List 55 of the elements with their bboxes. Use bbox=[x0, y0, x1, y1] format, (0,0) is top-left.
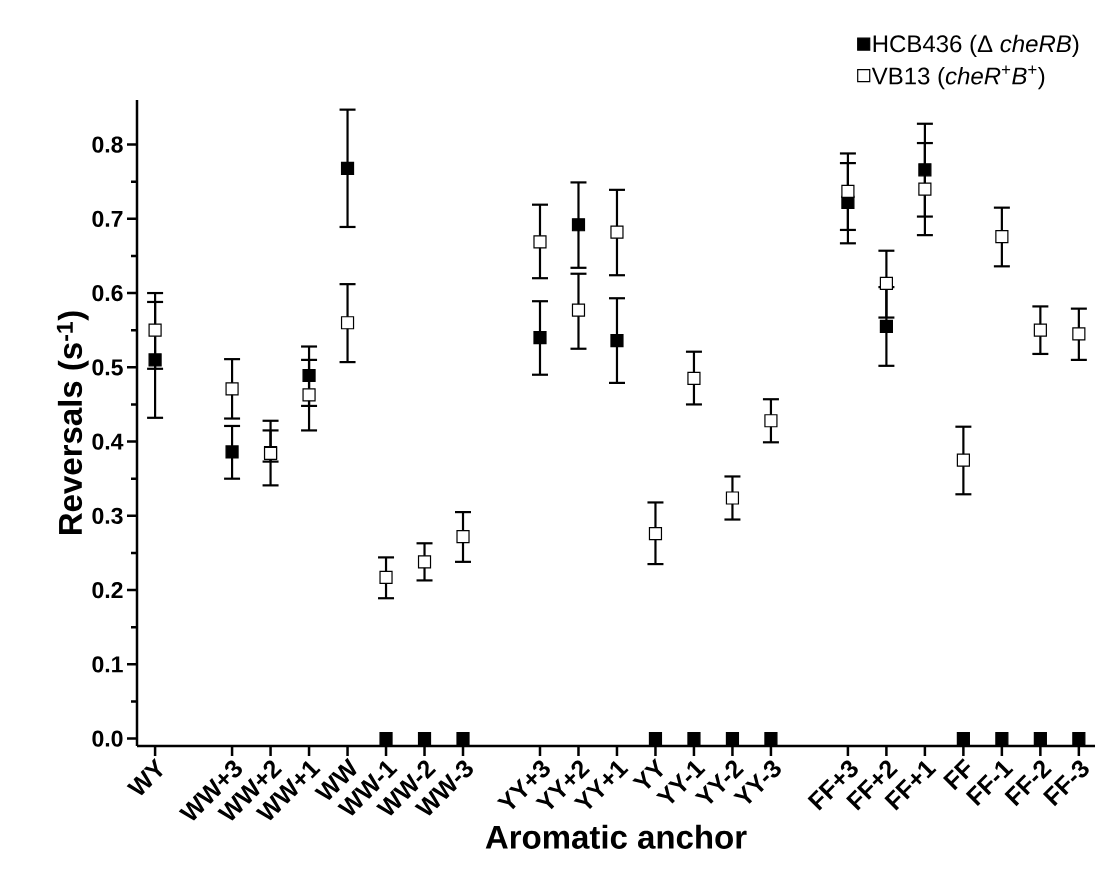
point bbox=[725, 491, 740, 505]
point bbox=[879, 276, 893, 290]
point bbox=[1033, 323, 1047, 337]
point bbox=[687, 371, 701, 386]
legend-label: VB13 (cheR$^{+}$B$^{+}$) bbox=[871, 65, 1045, 90]
point bbox=[610, 333, 624, 348]
point bbox=[571, 218, 586, 232]
point bbox=[995, 731, 1009, 746]
point bbox=[841, 184, 855, 198]
point bbox=[956, 453, 970, 467]
point bbox=[725, 731, 740, 746]
x-axis-title: Aromatic anchor bbox=[485, 824, 747, 849]
point bbox=[956, 731, 970, 746]
point bbox=[764, 731, 778, 746]
point bbox=[340, 161, 355, 175]
point bbox=[879, 319, 893, 334]
y-axis-title: Reversals (s$^{-1}$) bbox=[56, 311, 89, 535]
point bbox=[456, 731, 470, 746]
y-tick-label: 0.3 bbox=[92, 507, 123, 524]
point bbox=[456, 530, 470, 544]
y-tick-label: 0.0 bbox=[92, 730, 123, 747]
point bbox=[1072, 731, 1086, 746]
point bbox=[148, 323, 162, 337]
point bbox=[1072, 327, 1086, 341]
point bbox=[918, 182, 932, 196]
point bbox=[648, 527, 663, 541]
y-tick-label: 0.5 bbox=[92, 359, 123, 376]
x-tick-label: WY bbox=[126, 757, 163, 796]
point bbox=[225, 445, 239, 459]
point bbox=[571, 303, 586, 317]
y-tick-label: 0.6 bbox=[92, 284, 123, 302]
point bbox=[302, 368, 316, 383]
point bbox=[417, 555, 432, 569]
point bbox=[918, 163, 932, 177]
point bbox=[148, 353, 162, 367]
point bbox=[648, 731, 663, 746]
y-tick-label: 0.2 bbox=[92, 581, 123, 599]
point bbox=[379, 731, 393, 746]
point bbox=[764, 414, 778, 428]
y-tick-label: 0.4 bbox=[92, 433, 124, 450]
point bbox=[379, 570, 393, 585]
point bbox=[533, 331, 547, 345]
y-tick-label: 0.1 bbox=[92, 656, 123, 673]
y-tick-label: 0.7 bbox=[92, 210, 123, 227]
point bbox=[302, 388, 316, 402]
point bbox=[417, 731, 432, 746]
point bbox=[533, 235, 547, 249]
legend-label: HCB436 (Δ cheRB) bbox=[873, 34, 1079, 58]
y-tick-label: 0.8 bbox=[92, 136, 123, 153]
point bbox=[995, 230, 1009, 244]
point bbox=[225, 382, 239, 396]
point bbox=[340, 316, 355, 330]
point bbox=[687, 731, 701, 746]
point bbox=[1033, 731, 1047, 746]
point bbox=[610, 225, 624, 239]
